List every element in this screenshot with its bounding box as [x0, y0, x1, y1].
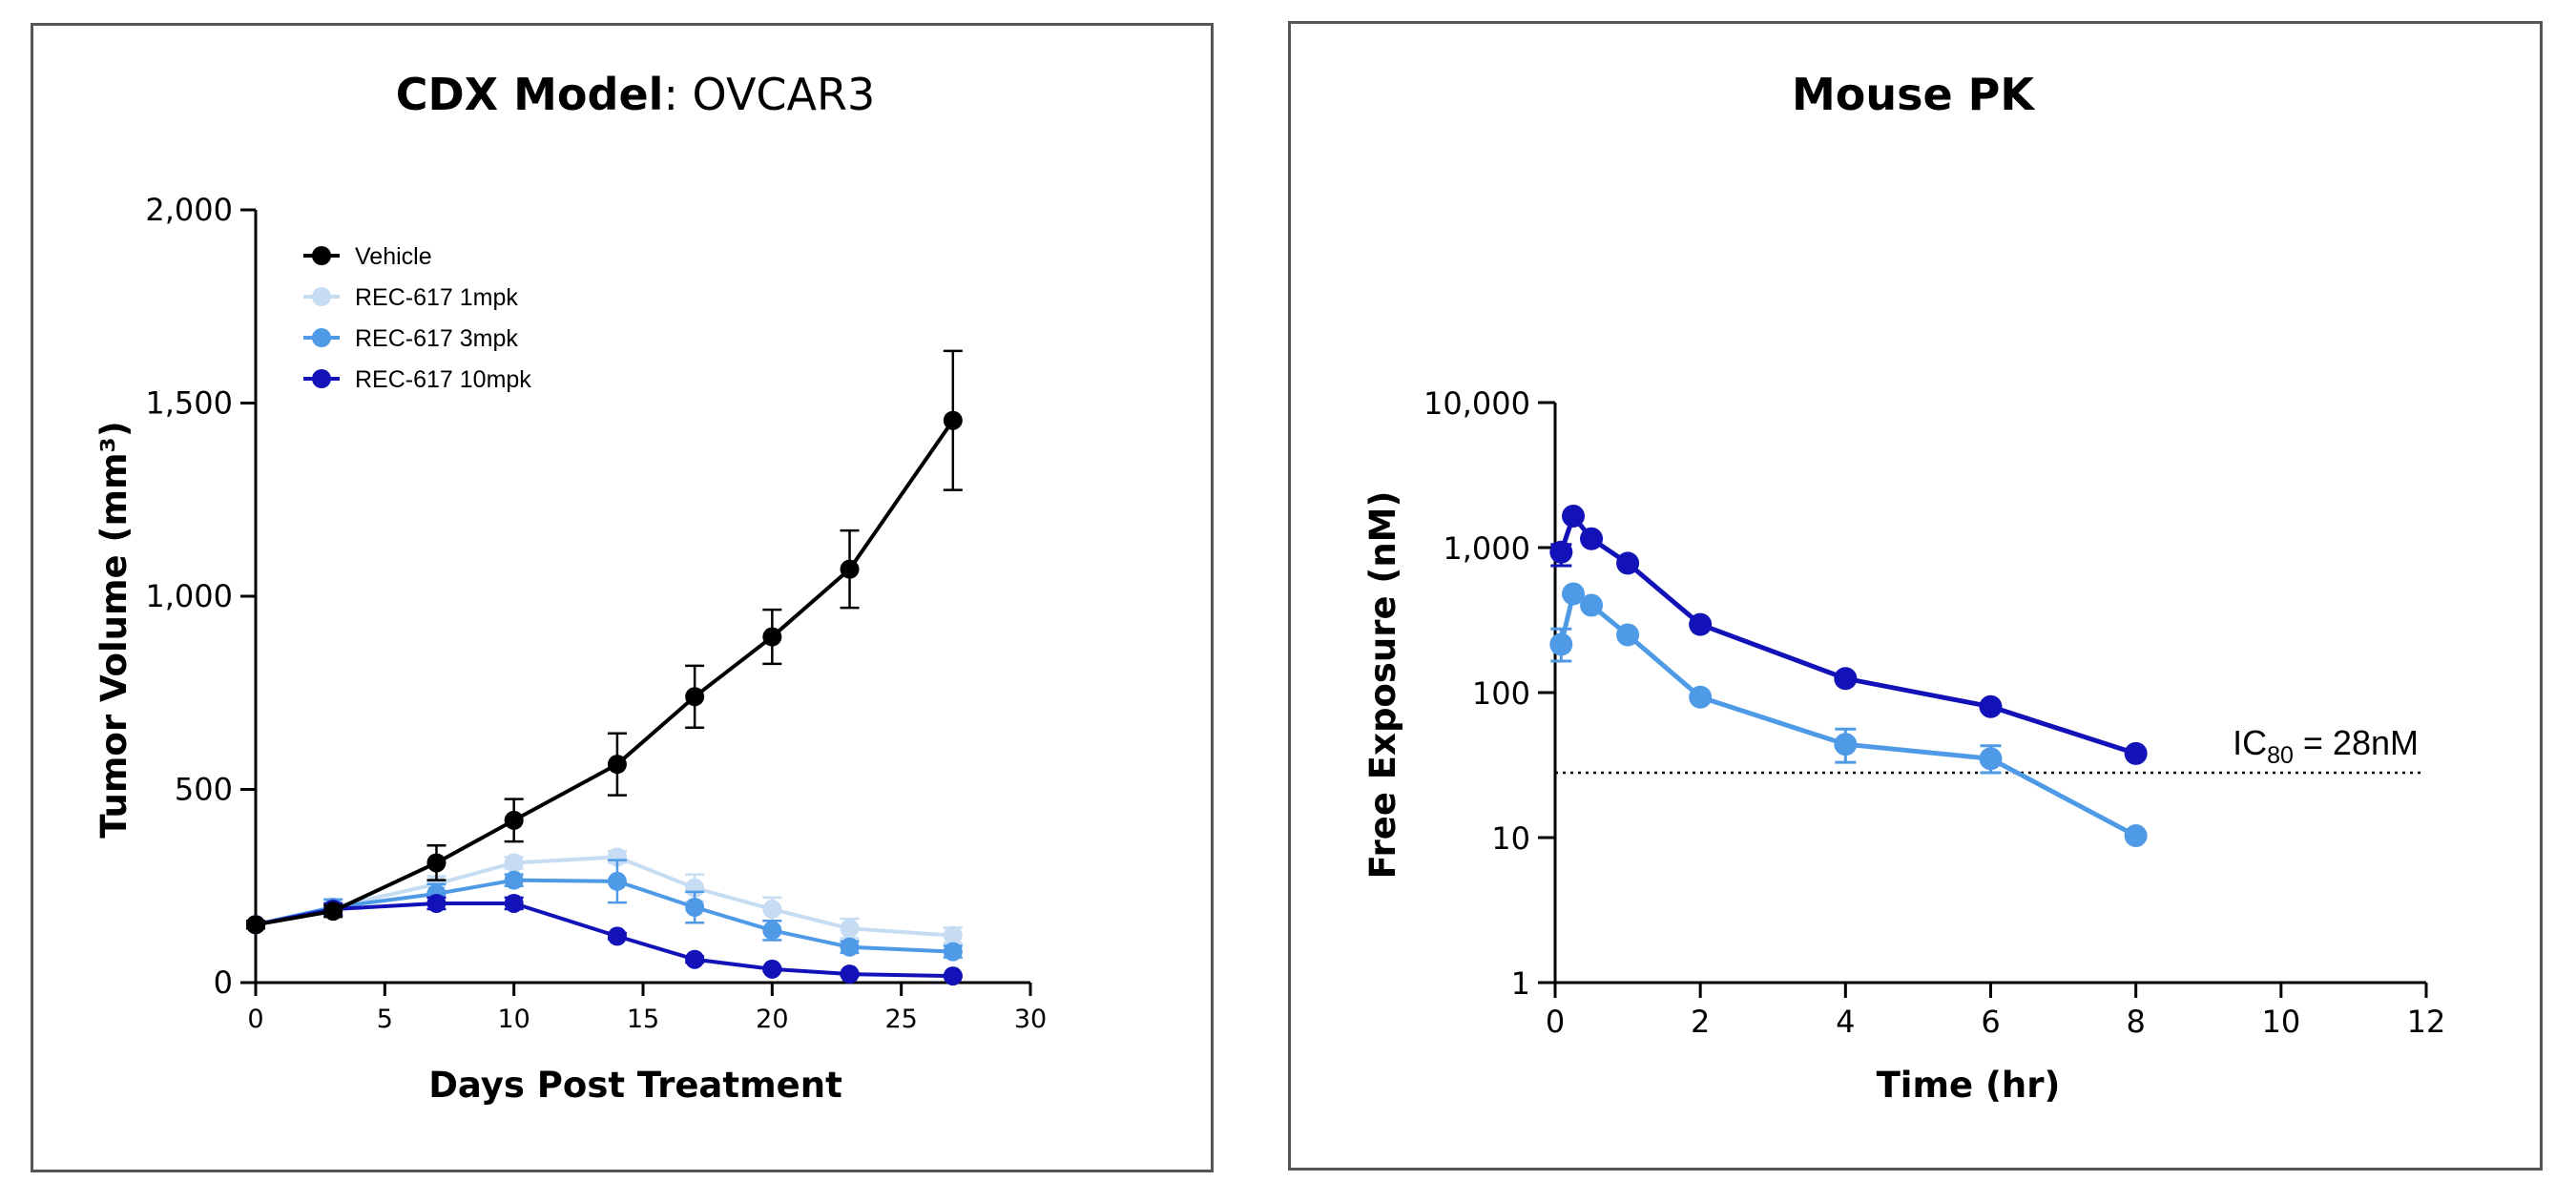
right-data-point	[1549, 632, 1573, 656]
left-data-point	[840, 937, 860, 957]
left-x-axis-title: Days Post Treatment	[428, 1065, 842, 1106]
right-chart-title: Mouse PK	[1792, 69, 2036, 120]
left-data-point	[607, 871, 627, 891]
left-data-point	[943, 966, 963, 986]
left-x-tick-label: 5	[377, 1005, 393, 1034]
left-x-tick-label: 30	[1014, 1005, 1047, 1034]
left-data-point	[943, 925, 963, 945]
right-y-tick-label: 100	[1472, 675, 1530, 712]
left-data-point	[762, 921, 782, 941]
right-series-line	[1558, 510, 2137, 756]
tumor-volume-panel	[31, 23, 1214, 1172]
left-legend-swatch-marker	[312, 328, 331, 347]
left-x-tick-label: 25	[884, 1005, 917, 1034]
left-data-point	[762, 627, 782, 647]
left-y-tick-label: 500	[175, 772, 233, 808]
left-x-tick-label: 20	[756, 1005, 788, 1034]
left-data-point	[426, 853, 447, 873]
right-plot-area: 1 10 100 1,000 10,000 0 2 4 6 8 10 12 IC80 = 28nM	[1423, 385, 2445, 1040]
right-series-line	[1558, 590, 2137, 839]
mouse-pk-panel	[1288, 21, 2543, 1171]
left-plot-area: 0 500 1,000 1,500 2,000 0 5 10 15 20 25 30 Vehicle RE…	[145, 192, 1047, 1034]
right-x-tick-label: 2	[1691, 1004, 1710, 1040]
left-x-tick-label: 0	[247, 1005, 263, 1034]
right-data-point	[1580, 593, 1604, 617]
left-data-point	[426, 893, 447, 913]
left-data-point	[685, 898, 705, 918]
right-data-point	[1689, 612, 1713, 636]
left-x-tick-label: 15	[627, 1005, 659, 1034]
left-data-point	[607, 755, 627, 775]
left-data-point	[762, 959, 782, 979]
left-data-point	[504, 893, 524, 913]
right-y-tick-label: 10,000	[1423, 385, 1530, 422]
right-x-tick-label: 12	[2407, 1004, 2446, 1040]
left-y-tick-label: 1,000	[145, 578, 233, 614]
left-data-point	[607, 847, 627, 867]
left-data-point	[840, 964, 860, 984]
left-legend-label: REC-617 10mpk	[355, 366, 531, 393]
right-x-tick-label: 4	[1836, 1004, 1855, 1040]
left-data-point	[685, 687, 705, 707]
left-data-point	[246, 915, 265, 935]
right-x-tick-label: 8	[2126, 1004, 2145, 1040]
right-data-point	[1834, 667, 1858, 691]
right-data-point	[1562, 582, 1586, 606]
right-x-tick-label: 0	[1546, 1004, 1565, 1040]
right-y-tick-label: 1	[1511, 965, 1530, 1002]
right-data-point	[1580, 527, 1604, 550]
left-chart-title: CDX Model: OVCAR3	[396, 69, 876, 120]
left-x-tick-label: 10	[497, 1005, 530, 1034]
left-y-tick-label: 1,500	[145, 385, 233, 422]
left-data-point	[504, 853, 524, 873]
ic80-label: IC80 = 28nM	[2233, 723, 2419, 769]
right-y-axis-title: Free Exposure (nM)	[1362, 491, 1403, 880]
right-data-point	[2124, 824, 2148, 848]
left-data-point	[323, 902, 343, 922]
right-data-point	[1689, 685, 1713, 709]
left-y-tick-label: 2,000	[145, 192, 233, 228]
right-x-tick-label: 10	[2261, 1004, 2300, 1040]
right-data-point	[1979, 747, 2003, 771]
left-legend-swatch-marker	[312, 287, 331, 306]
right-x-axis-title: Time (hr)	[1877, 1065, 2061, 1106]
left-data-point	[685, 949, 705, 969]
left-data-point	[943, 942, 963, 962]
left-legend-swatch-marker	[312, 246, 331, 265]
left-legend-label: REC-617 3mpk	[355, 325, 518, 352]
right-data-point	[2124, 741, 2148, 765]
right-data-point	[1562, 504, 1586, 528]
left-data-point	[840, 919, 860, 939]
right-y-tick-label: 10	[1491, 820, 1530, 857]
left-data-point	[943, 410, 963, 430]
left-series-line	[255, 419, 955, 927]
right-x-tick-label: 6	[1981, 1004, 2000, 1040]
left-legend-swatch-marker	[312, 369, 331, 388]
left-data-point	[762, 900, 782, 920]
right-y-tick-label: 1,000	[1443, 530, 1530, 567]
left-data-point	[840, 559, 860, 579]
right-data-point	[1834, 733, 1858, 756]
right-data-point	[1549, 540, 1573, 564]
left-y-tick-label: 0	[214, 964, 233, 1001]
left-data-point	[504, 870, 524, 890]
left-y-axis-title: Tumor Volume (mm³)	[93, 421, 135, 838]
left-data-point	[607, 926, 627, 946]
left-legend-label: REC-617 1mpk	[355, 284, 518, 311]
left-legend-label: Vehicle	[355, 243, 432, 270]
right-data-point	[1616, 623, 1640, 647]
right-data-point	[1979, 694, 2003, 718]
left-data-point	[504, 810, 524, 830]
right-data-point	[1616, 551, 1640, 575]
